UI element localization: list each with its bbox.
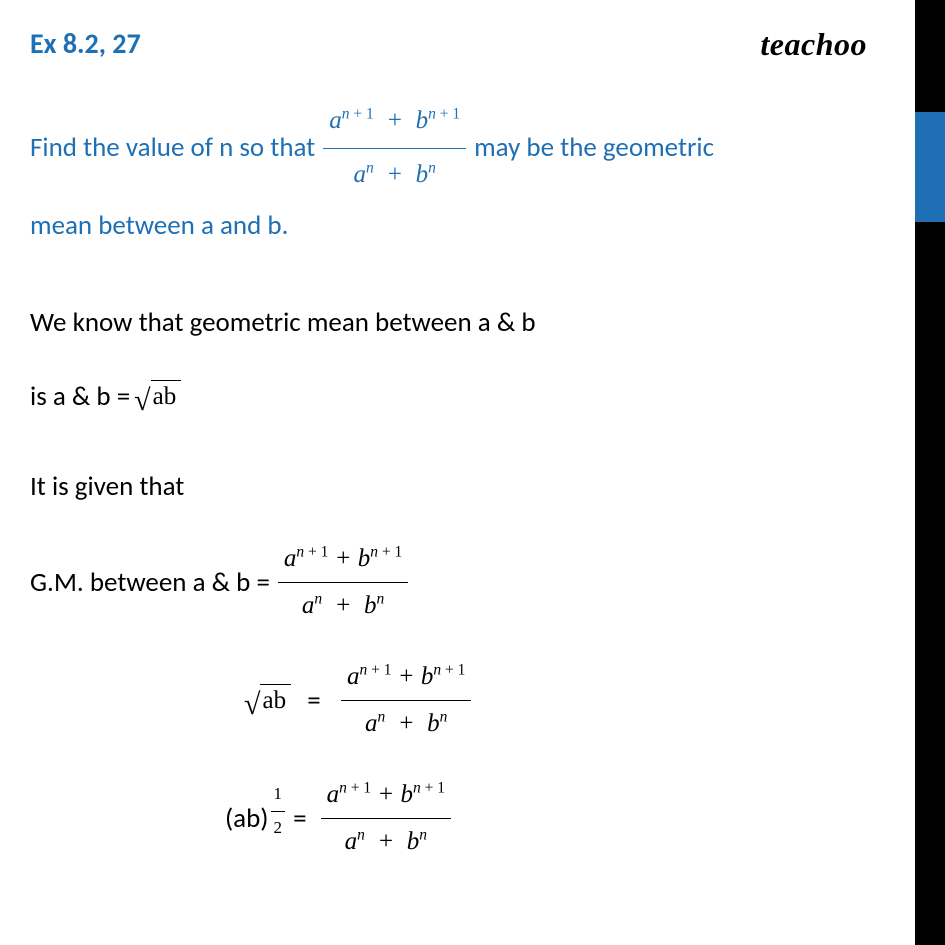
exp-num: 1 (271, 780, 286, 809)
fraction-denominator: an + bn (359, 703, 453, 746)
radicand: ab (260, 684, 291, 718)
gm-fraction-3: an + 1 + bn + 1 an + bn (321, 774, 451, 864)
body-line-2-pre: is a & b = (30, 374, 130, 420)
fraction-denominator: an + bn (296, 585, 390, 628)
fraction-denominator: an + bn (339, 821, 433, 864)
equals-sign: = (287, 796, 313, 842)
body-line-4: G.M. between a & b = an + 1 + bn + 1 an … (30, 538, 867, 628)
gm-fraction-2: an + 1 + bn + 1 an + bn (341, 656, 471, 746)
body-line-2: is a & b = √ ab (30, 374, 867, 420)
header-row: Ex 8.2, 27 teachoo (30, 26, 867, 63)
fraction-denominator: an + bn (347, 151, 441, 200)
fraction-bar (341, 700, 471, 701)
radical-sign: √ (134, 386, 150, 416)
radical-sign: √ (244, 690, 260, 720)
ab-half: (ab) 1 2 (225, 780, 287, 857)
fraction-numerator: an + 1 + bn + 1 (278, 538, 408, 581)
body-line-5: √ ab = an + 1 + bn + 1 an + bn (30, 656, 867, 746)
radicand: ab (151, 380, 182, 414)
question-line-2: mean between a and b. (30, 200, 867, 253)
fraction-numerator: an + 1 + bn + 1 (321, 774, 451, 817)
body-line-6: (ab) 1 2 = an + 1 + bn + 1 an + bn (30, 774, 867, 864)
page-content: Ex 8.2, 27 teachoo Find the value of n s… (0, 0, 915, 864)
fraction-bar (323, 148, 466, 149)
fraction-bar (278, 582, 408, 583)
exp-den: 2 (271, 814, 286, 843)
body-line-4-pre: G.M. between a & b = (30, 560, 270, 606)
fraction-bar (321, 818, 451, 819)
right-sidebar-accent (915, 112, 945, 222)
exponent-half: 1 2 (271, 780, 286, 843)
question-part2: may be the geometric (474, 122, 714, 175)
brand-logo: teachoo (760, 26, 867, 63)
fraction-numerator: an + 1 + bn + 1 (323, 97, 466, 146)
body-line-3: It is given that (30, 464, 867, 510)
question-block: Find the value of n so that an + 1 + bn … (30, 97, 867, 252)
question-part1: Find the value of n so that (30, 122, 315, 175)
gm-fraction-1: an + 1 + bn + 1 an + bn (278, 538, 408, 628)
fraction-numerator: an + 1 + bn + 1 (341, 656, 471, 699)
question-fraction: an + 1 + bn + 1 an + bn (323, 97, 466, 200)
exercise-label: Ex 8.2, 27 (30, 26, 141, 61)
body-line-1: We know that geometric mean between a & … (30, 300, 867, 346)
sqrt-ab-1: √ ab (134, 380, 181, 414)
equals-sign: = (295, 678, 333, 724)
ab-base: (ab) (225, 796, 269, 842)
exp-bar (271, 811, 286, 812)
sqrt-ab-2: √ ab (244, 684, 291, 718)
question-line-1: Find the value of n so that an + 1 + bn … (30, 97, 867, 200)
